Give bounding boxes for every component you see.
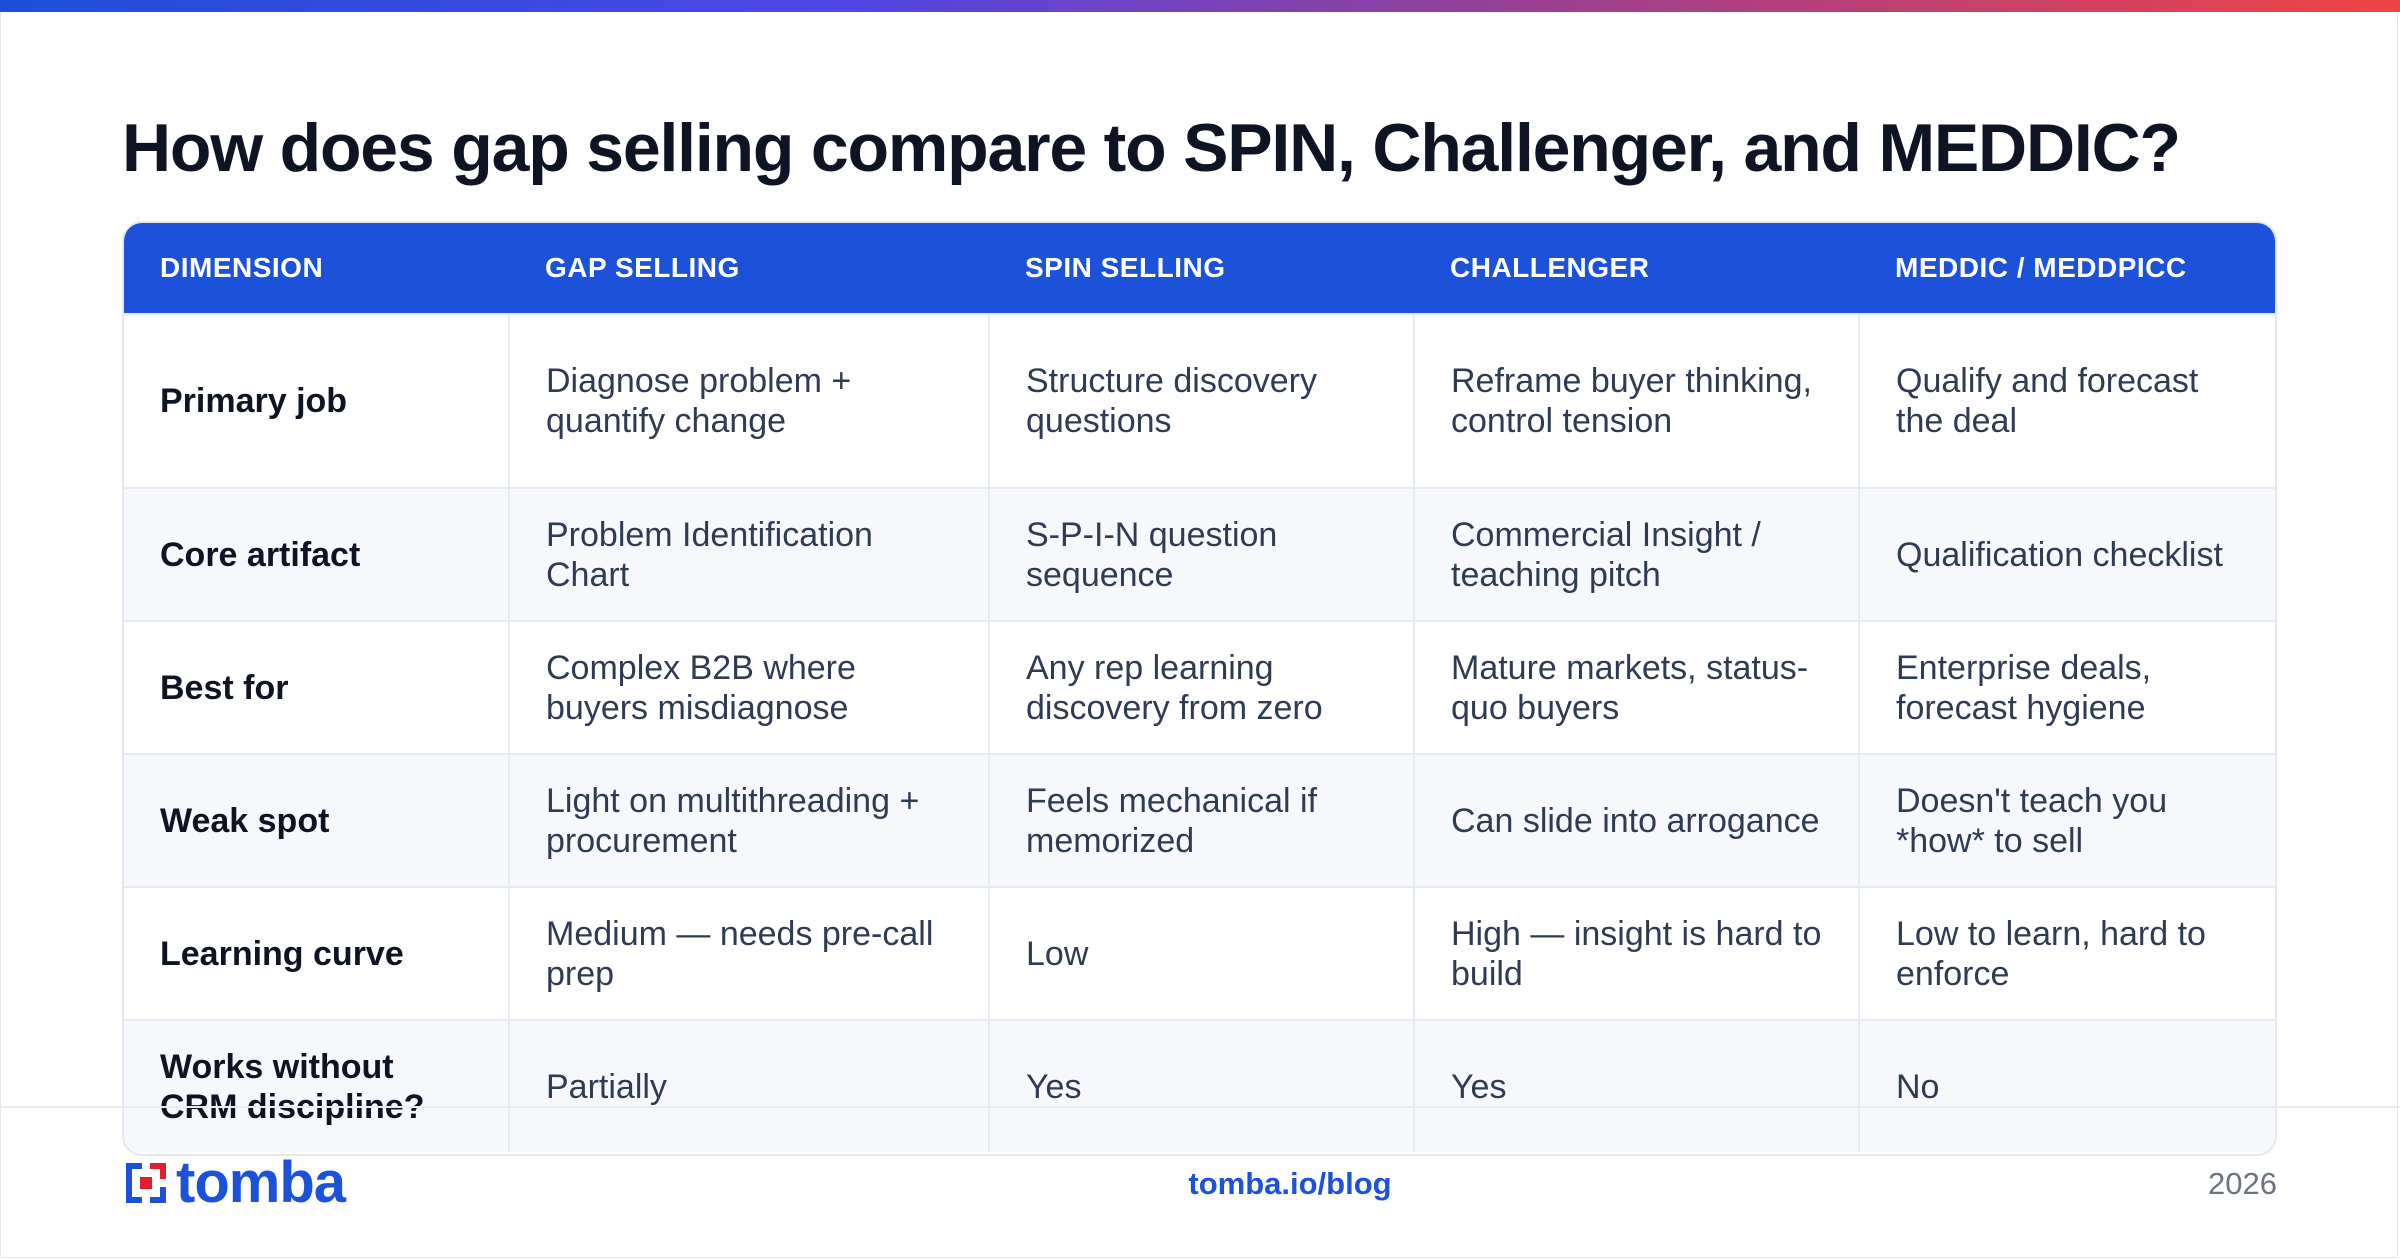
header-dimension: DIMENSION xyxy=(124,223,509,314)
row-label: Weak spot xyxy=(124,753,510,887)
table-cell: Qualify and forecast the deal xyxy=(1859,313,2275,488)
table-row: Learning curve Medium — needs pre-call p… xyxy=(124,886,2275,1020)
table-row: Core artifact Problem Identification Cha… xyxy=(124,487,2275,621)
row-label: Primary job xyxy=(124,313,510,488)
table-cell: Low to learn, hard to enforce xyxy=(1859,886,2275,1020)
table-row: Primary job Diagnose problem + quantify … xyxy=(124,313,2275,488)
row-label: Works without CRM discipline? xyxy=(124,1019,510,1152)
comparison-table: DIMENSION GAP SELLING SPIN SELLING CHALL… xyxy=(122,221,2277,1156)
header-spin-selling: SPIN SELLING xyxy=(989,223,1414,314)
header-meddic: MEDDIC / MEDDPICC xyxy=(1859,223,2275,314)
table-cell: S-P-I-N question sequence xyxy=(989,487,1415,621)
table-cell: Partially xyxy=(509,1019,990,1152)
table-cell: Problem Identification Chart xyxy=(509,487,990,621)
table-cell: Doesn't teach you *how* to sell xyxy=(1859,753,2275,887)
tomba-logo: tomba xyxy=(122,1150,346,1215)
table-cell: Low xyxy=(989,886,1415,1020)
table-row: Weak spot Light on multithreading + proc… xyxy=(124,753,2275,887)
table-cell: Medium — needs pre-call prep xyxy=(509,886,990,1020)
table-cell: Can slide into arrogance xyxy=(1414,753,1860,887)
header-gap-selling: GAP SELLING xyxy=(509,223,989,314)
table-cell: Yes xyxy=(989,1019,1415,1152)
table-cell: Enterprise deals, forecast hygiene xyxy=(1859,620,2275,754)
table-cell: Light on multithreading + procurement xyxy=(509,753,990,887)
table-cell: Qualification checklist xyxy=(1859,487,2275,621)
table-cell: Complex B2B where buyers misdiagnose xyxy=(509,620,990,754)
table-cell: Any rep learning discovery from zero xyxy=(989,620,1415,754)
table-cell: No xyxy=(1859,1019,2275,1152)
row-label: Best for xyxy=(124,620,510,754)
header-challenger: CHALLENGER xyxy=(1414,223,1859,314)
table-cell: Mature markets, status-quo buyers xyxy=(1414,620,1860,754)
table-header-row: DIMENSION GAP SELLING SPIN SELLING CHALL… xyxy=(124,223,2275,314)
table-cell: Reframe buyer thinking, control tension xyxy=(1414,313,1860,488)
gradient-top-bar xyxy=(0,0,2400,12)
tomba-logo-icon xyxy=(126,1163,166,1203)
blog-link[interactable]: tomba.io/blog xyxy=(1188,1166,1392,1201)
table-cell: Yes xyxy=(1414,1019,1860,1152)
table-cell: High — insight is hard to build xyxy=(1414,886,1860,1020)
table-row: Works without CRM discipline? Partially … xyxy=(124,1019,2275,1152)
footer-year: 2026 xyxy=(2208,1166,2277,1201)
table-cell: Commercial Insight / teaching pitch xyxy=(1414,487,1860,621)
table-cell: Feels mechanical if memorized xyxy=(989,753,1415,887)
row-label: Learning curve xyxy=(124,886,510,1020)
table-cell: Structure discovery questions xyxy=(989,313,1415,488)
row-label: Core artifact xyxy=(124,487,510,621)
page-title: How does gap selling compare to SPIN, Ch… xyxy=(122,110,2181,186)
logo-wordmark: tomba xyxy=(176,1150,346,1215)
footer-divider xyxy=(0,1106,2400,1108)
table-row: Best for Complex B2B where buyers misdia… xyxy=(124,620,2275,754)
table-cell: Diagnose problem + quantify change xyxy=(509,313,990,488)
